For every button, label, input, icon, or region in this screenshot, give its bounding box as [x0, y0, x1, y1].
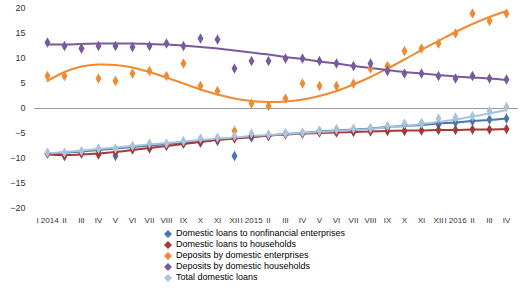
svg-text:II: II: [62, 216, 66, 225]
html-text:Deposits by domestic household: Deposits by domestic households: [176, 261, 311, 271]
svg-text:IV: IV: [95, 216, 103, 225]
html-text:Total domestic loans: Total domestic loans: [176, 272, 258, 282]
svg-text:X: X: [198, 216, 204, 225]
svg-text:XII: XII: [434, 216, 444, 225]
svg-text:−15: −15: [10, 178, 25, 188]
svg-text:VIII: VIII: [160, 216, 172, 225]
svg-text:V: V: [113, 216, 119, 225]
svg-text:IX: IX: [384, 216, 392, 225]
html-text:Domestic loans to households: Domestic loans to households: [176, 239, 297, 249]
svg-text:VIII: VIII: [364, 216, 376, 225]
svg-text:20: 20: [15, 3, 25, 13]
svg-text:IX: IX: [180, 216, 188, 225]
svg-text:10: 10: [15, 53, 25, 63]
svg-text:XI: XI: [418, 216, 426, 225]
svg-text:VI: VI: [129, 216, 137, 225]
html-text:Domestic loans to nonfinancial: Domestic loans to nonfinancial enterpris…: [176, 228, 346, 238]
svg-text:I 2014: I 2014: [36, 216, 59, 225]
svg-text:VI: VI: [333, 216, 341, 225]
svg-text:X: X: [402, 216, 408, 225]
svg-text:III: III: [78, 216, 85, 225]
html-text:Deposits by domestic enterpris: Deposits by domestic enterprises: [176, 250, 309, 260]
svg-text:−5: −5: [15, 128, 25, 138]
svg-text:−10: −10: [10, 153, 25, 163]
svg-text:IV: IV: [503, 216, 511, 225]
svg-text:IV: IV: [299, 216, 307, 225]
svg-text:I 2015: I 2015: [240, 216, 263, 225]
svg-text:15: 15: [15, 28, 25, 38]
svg-text:III: III: [282, 216, 289, 225]
svg-text:XII: XII: [230, 216, 240, 225]
svg-text:II: II: [470, 216, 474, 225]
svg-text:V: V: [317, 216, 323, 225]
svg-text:III: III: [486, 216, 493, 225]
svg-text:−20: −20: [10, 203, 25, 213]
svg-text:II: II: [266, 216, 270, 225]
svg-text:VII: VII: [349, 216, 359, 225]
svg-text:5: 5: [20, 78, 25, 88]
svg-text:VII: VII: [145, 216, 155, 225]
svg-text:XI: XI: [214, 216, 222, 225]
svg-text:I 2016: I 2016: [444, 216, 467, 225]
svg-text:0: 0: [20, 103, 25, 113]
